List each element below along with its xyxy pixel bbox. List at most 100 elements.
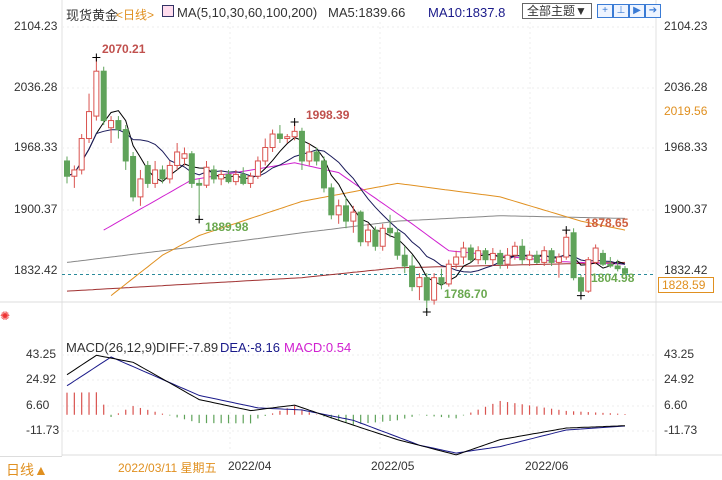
candle-up <box>475 250 482 261</box>
candle-up <box>181 153 188 159</box>
axis-tick-label: 2036.28 <box>664 80 708 94</box>
candle-down <box>320 160 327 189</box>
candle-down <box>196 182 203 186</box>
axis-tick-label: 1832.42 <box>14 263 58 277</box>
axis-tick-label: 43.25 <box>664 347 695 361</box>
candle-up <box>379 227 386 247</box>
candle-down <box>394 232 401 256</box>
candle-up <box>93 70 100 117</box>
period-label[interactable]: <日线> <box>116 8 155 22</box>
candle-down <box>130 155 137 198</box>
macd-dea-line <box>66 356 626 454</box>
axis-tick-label: 1968.33 <box>14 140 58 154</box>
candle-down <box>159 169 166 180</box>
candle-down <box>533 254 540 263</box>
candle-up <box>445 263 452 285</box>
annotation-low: 1786.70 <box>444 287 488 301</box>
candle-down <box>210 169 217 180</box>
candle-up <box>416 277 423 288</box>
axis-tick-label: 1968.33 <box>664 140 708 154</box>
candle-up <box>137 178 144 198</box>
candle-up <box>247 175 254 184</box>
zoom-in-icon[interactable]: ⊥ <box>613 4 629 18</box>
axis-tick-label: 6.60 <box>26 398 50 412</box>
candle-down <box>467 247 474 261</box>
move-right-icon[interactable]: ➔ <box>645 4 661 18</box>
candle-up <box>511 245 518 256</box>
candle-up <box>592 247 599 263</box>
candle-down <box>122 129 129 162</box>
candle-up <box>78 138 85 171</box>
axis-tick-label: 1900.37 <box>14 202 58 216</box>
candle-down <box>401 254 408 267</box>
date-tick: 2022/04 <box>228 459 272 473</box>
candle-up <box>291 130 298 138</box>
current-price-box: 1828.59 <box>658 277 714 293</box>
candle-up <box>71 169 78 177</box>
axis-tick-label: 24.92 <box>26 372 57 386</box>
date-tick: 2022/06 <box>525 459 569 473</box>
candle-down <box>298 130 305 162</box>
candle-down <box>570 232 577 279</box>
annotation-high: 1998.39 <box>306 108 350 122</box>
candle-down <box>497 252 504 265</box>
candle-up <box>284 136 291 140</box>
candle-up <box>555 256 562 263</box>
candle-down <box>144 164 151 184</box>
candle-up <box>262 146 269 162</box>
candle-up <box>460 247 467 258</box>
candle-down <box>343 205 349 222</box>
candle-down <box>577 277 584 292</box>
candle-up <box>166 164 173 180</box>
extreme-marker <box>92 53 101 62</box>
crosshair-icon[interactable]: + <box>597 4 613 18</box>
candle-down <box>240 173 247 184</box>
ma-right-value: 2019.56 <box>664 104 708 118</box>
candle-up <box>218 173 225 180</box>
macd-diff: DIFF:-7.89 <box>156 340 219 355</box>
candle-up <box>541 250 548 263</box>
ma30-line <box>103 162 626 265</box>
candle-down <box>622 268 628 274</box>
candle-down <box>372 229 379 247</box>
annotation-low: 1804.98 <box>591 271 635 285</box>
ma-settings-icon[interactable] <box>162 5 174 17</box>
axis-tick-label: 43.25 <box>26 347 57 361</box>
axis-tick-label: 24.92 <box>664 372 695 386</box>
candle-up <box>365 229 372 243</box>
candle-down <box>614 265 621 270</box>
candle-down <box>188 153 195 184</box>
annotation-low: 1889.98 <box>205 220 249 234</box>
macd-dea: DEA:-8.16 <box>220 340 280 355</box>
period-button[interactable]: 日线▲ <box>0 456 62 478</box>
candle-up <box>563 236 570 258</box>
instrument-title: 现货黄金 <box>66 8 119 23</box>
candle-down <box>313 151 320 162</box>
candle-down <box>423 277 430 301</box>
extreme-marker <box>422 308 431 317</box>
axis-tick-label: 1900.37 <box>664 202 708 216</box>
extreme-marker <box>195 215 204 224</box>
candle-down <box>276 133 283 140</box>
date-tick: 2022/05 <box>371 459 415 473</box>
annotation-ma: 1878.65 <box>585 216 629 230</box>
ma-label: MA(5,10,30,60,100,200) <box>177 5 318 20</box>
candle-up <box>203 166 210 186</box>
theme-select[interactable]: 全部主题▼ <box>522 3 592 19</box>
extreme-marker <box>562 226 571 235</box>
step-icon[interactable]: ▶ <box>629 4 645 18</box>
candle-up <box>489 252 496 261</box>
candle-down <box>225 173 232 183</box>
ma10-value: MA10:1837.8 <box>428 5 506 20</box>
candle-down <box>409 265 416 288</box>
candle-up <box>453 256 460 265</box>
candle-down <box>438 277 445 285</box>
candle-up <box>152 169 159 184</box>
candle-up <box>232 173 239 183</box>
axis-tick-label: 6.60 <box>664 398 688 412</box>
candle-down <box>548 250 555 263</box>
candle-down <box>64 160 70 177</box>
candle-down <box>519 245 526 261</box>
indicator-settings-icon[interactable]: ✺ <box>0 309 11 323</box>
